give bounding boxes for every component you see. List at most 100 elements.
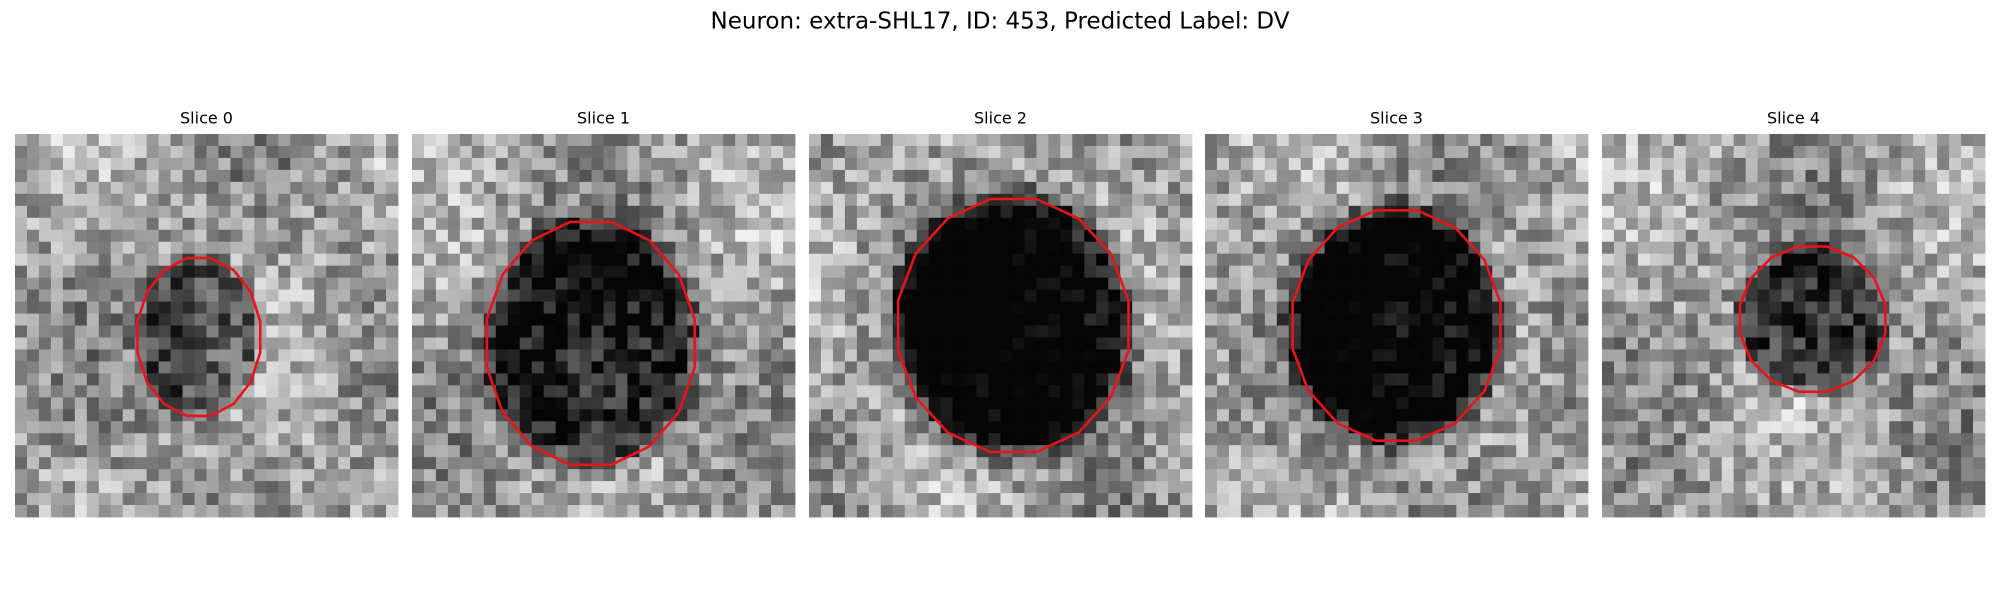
pixel [952, 445, 965, 458]
pixel [1709, 253, 1723, 267]
pixel [1216, 157, 1230, 171]
pixel [1805, 134, 1818, 147]
pixel [1108, 301, 1121, 314]
pixel [290, 157, 303, 171]
pixel [880, 361, 894, 374]
pixel [1348, 445, 1361, 458]
pixel [904, 433, 918, 446]
pixel [868, 181, 882, 195]
pixel [1444, 337, 1457, 350]
pixel [1901, 325, 1914, 338]
pixel [1673, 325, 1687, 338]
pixel [711, 289, 724, 302]
pixel [1420, 313, 1433, 326]
pixel [1432, 433, 1445, 446]
pixel [158, 169, 171, 183]
pixel [1348, 169, 1361, 183]
pixel [820, 205, 834, 219]
pixel [1925, 385, 1938, 398]
pixel [1673, 229, 1687, 243]
pixel [423, 205, 437, 219]
pixel [74, 421, 88, 434]
pixel [916, 361, 930, 374]
pixel [976, 205, 989, 219]
pixel [1889, 385, 1902, 398]
pixel [1576, 409, 1589, 422]
pixel [1372, 349, 1385, 362]
pixel [182, 241, 195, 255]
pixel [711, 445, 724, 458]
pixel [1180, 289, 1193, 302]
pixel [1649, 229, 1663, 243]
pixel [699, 301, 712, 314]
pixel [218, 481, 231, 494]
pixel [1252, 145, 1266, 159]
pixel [1396, 134, 1409, 147]
pixel [1120, 169, 1133, 183]
pixel [1613, 445, 1627, 458]
pixel [1781, 433, 1794, 446]
pixel [615, 469, 628, 482]
pixel [759, 397, 772, 410]
pixel [314, 169, 327, 183]
pixel [1408, 301, 1421, 314]
pixel [1913, 445, 1926, 458]
pixel [1132, 493, 1145, 506]
pixel [206, 241, 219, 255]
pixel [1973, 349, 1986, 362]
pixel [1120, 253, 1133, 267]
pixel [964, 253, 977, 267]
pixel [1949, 253, 1962, 267]
pixel [1144, 481, 1157, 494]
pixel [1637, 229, 1651, 243]
pixel [1060, 469, 1073, 482]
pixel [1528, 169, 1541, 183]
pixel [1576, 134, 1589, 147]
pixel [1973, 313, 1986, 326]
pixel [1264, 397, 1278, 410]
pixel [38, 265, 52, 279]
pixel [603, 433, 616, 446]
pixel [567, 505, 580, 518]
pixel [1602, 313, 1615, 326]
pixel [146, 361, 160, 374]
pixel [711, 193, 724, 207]
pixel [206, 445, 219, 458]
pixel [86, 265, 100, 279]
pixel [543, 145, 557, 159]
pixel [820, 217, 834, 231]
pixel [651, 193, 664, 207]
pixel [218, 325, 231, 338]
pixel [471, 421, 485, 434]
pixel [699, 361, 712, 374]
pixel [1360, 361, 1373, 374]
pixel [362, 445, 375, 458]
pixel [771, 289, 784, 302]
pixel [687, 289, 700, 302]
pixel [1012, 277, 1025, 290]
pixel [254, 145, 267, 159]
pixel [1324, 241, 1338, 255]
pixel [1709, 373, 1723, 386]
pixel [38, 253, 52, 267]
pixel [1817, 289, 1830, 302]
pixel [868, 229, 882, 243]
pixel [1372, 493, 1385, 506]
pixel [1120, 469, 1133, 482]
pixel [386, 325, 399, 338]
pixel [1613, 181, 1627, 195]
pixel [1108, 361, 1121, 374]
pixel [735, 445, 748, 458]
pixel [507, 157, 521, 171]
pixel [1901, 433, 1914, 446]
pixel [1709, 157, 1723, 171]
pixel [663, 361, 676, 374]
pixel [916, 469, 930, 482]
pixel [1060, 313, 1073, 326]
pixel [988, 265, 1001, 279]
pixel [110, 349, 124, 362]
pixel [1468, 301, 1481, 314]
pixel [412, 373, 425, 386]
pixel [194, 134, 207, 147]
pixel [1084, 289, 1097, 302]
